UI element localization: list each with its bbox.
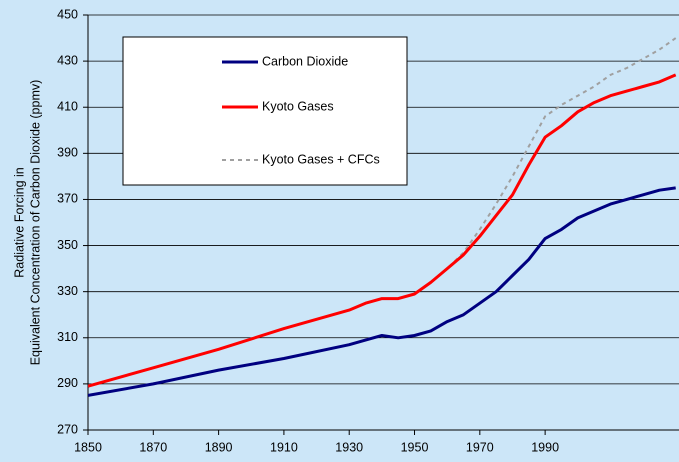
x-tick-label: 1950 <box>401 440 429 454</box>
y-tick-label: 370 <box>57 192 78 206</box>
series-line <box>88 186 676 397</box>
y-tick-label: 310 <box>57 330 78 344</box>
x-tick-label: 1850 <box>74 440 102 454</box>
y-tick-label: 430 <box>57 53 78 67</box>
legend-label: Carbon Dioxide <box>262 54 348 68</box>
x-tick-label: 1910 <box>270 440 298 454</box>
legend-label: Kyoto Gases + CFCs <box>262 152 380 166</box>
x-tick-label: 1890 <box>205 440 233 454</box>
y-tick-label: 410 <box>57 100 78 114</box>
y-tick-label: 290 <box>57 376 78 390</box>
y-tick-label: 270 <box>57 422 78 436</box>
x-tick-label: 1990 <box>531 440 559 454</box>
y-axis-label: Equivalent Concentration of Carbon Dioxi… <box>28 80 42 366</box>
y-tick-label: 330 <box>57 284 78 298</box>
y-tick-label: 350 <box>57 238 78 252</box>
x-tick-label: 1870 <box>139 440 167 454</box>
x-tick-label: 1970 <box>466 440 494 454</box>
legend-box <box>122 36 408 186</box>
y-tick-label: 450 <box>57 7 78 21</box>
legend-label: Kyoto Gases <box>262 99 334 113</box>
y-tick-label: 390 <box>57 146 78 160</box>
series-line <box>88 73 677 388</box>
x-tick-label: 1930 <box>335 440 363 454</box>
y-axis-label: Radiative Forcing in <box>12 167 26 278</box>
